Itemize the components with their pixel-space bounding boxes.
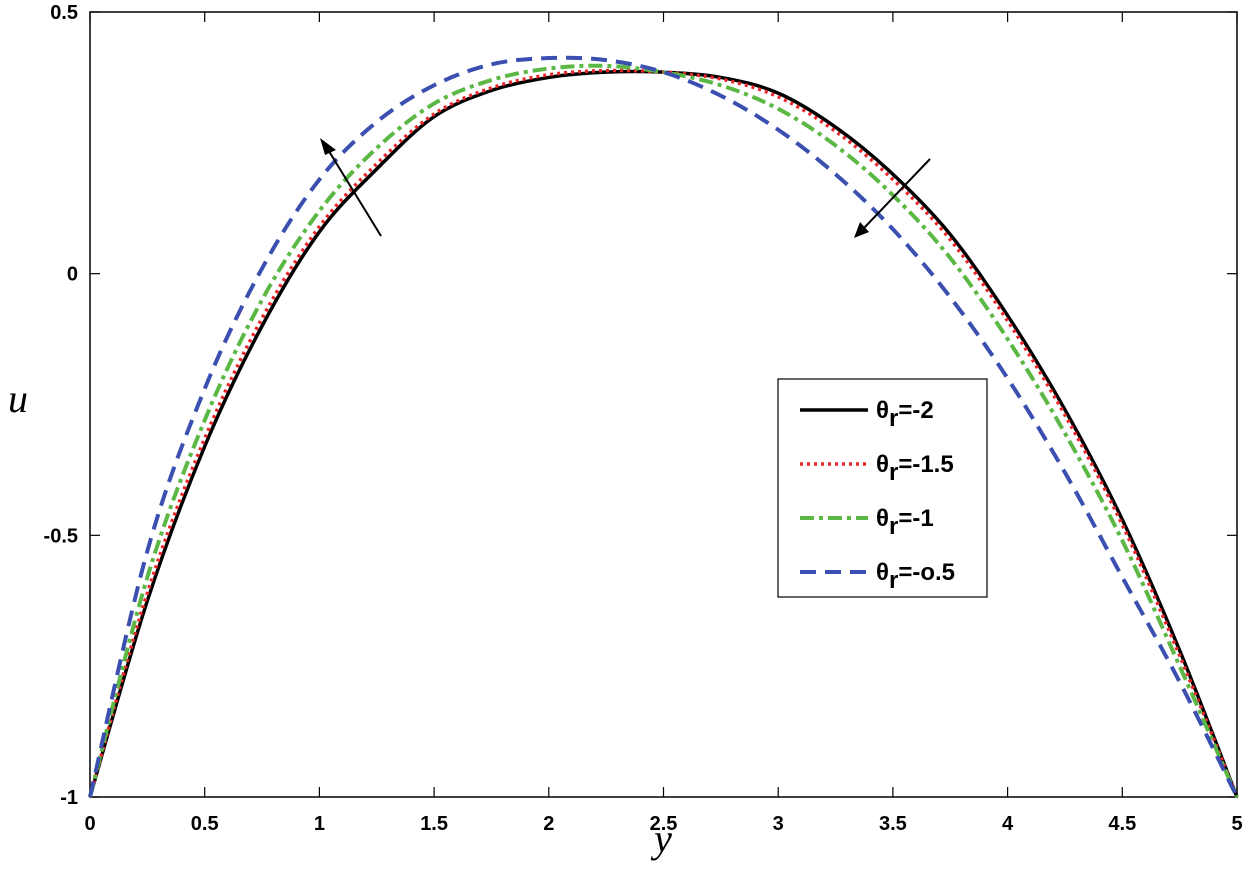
annotation-arrows bbox=[320, 138, 931, 238]
y-tick-label: -0.5 bbox=[44, 525, 78, 547]
y-tick-label: -1 bbox=[60, 787, 78, 809]
decrease-arrow bbox=[863, 158, 931, 229]
y-tick-label: 0 bbox=[67, 264, 78, 286]
increase-arrow-head bbox=[320, 138, 336, 155]
x-tick-label: 2 bbox=[543, 813, 554, 835]
x-tick-label: 3 bbox=[773, 813, 784, 835]
series-layer bbox=[88, 55, 1239, 798]
legend-label-1: θr=-2 bbox=[876, 397, 934, 432]
ticks-layer: 0 0.5 1 1.5 2 2.5 3 3.5 4 4.5 5 -1 -0.5 0 0.5 bbox=[44, 2, 1243, 835]
y-axis-label: u bbox=[8, 376, 28, 421]
x-tick-label: 1.5 bbox=[420, 813, 448, 835]
series-line-3 bbox=[88, 63, 1239, 798]
increase-arrow bbox=[326, 147, 382, 237]
plot-area-frame bbox=[89, 11, 1238, 798]
x-tick-label: 1 bbox=[314, 813, 325, 835]
x-tick-label: 4 bbox=[1002, 813, 1014, 835]
legend: θr=-2 θr=-1.5 θr=-1 θr=-o.5 bbox=[777, 378, 988, 598]
x-tick-label: 0.5 bbox=[191, 813, 219, 835]
legend-box bbox=[777, 378, 988, 598]
x-tick-label: 3.5 bbox=[879, 813, 907, 835]
legend-label-4: θr=-o.5 bbox=[876, 559, 955, 594]
x-tick-label: 4.5 bbox=[1108, 813, 1136, 835]
series-line-4 bbox=[88, 55, 1239, 798]
x-tick-label: 5 bbox=[1231, 813, 1242, 835]
legend-label-2: θr=-1.5 bbox=[876, 451, 954, 486]
legend-label-3: θr=-1 bbox=[876, 505, 934, 540]
x-tick-label: 0 bbox=[84, 813, 95, 835]
y-tick-label: 0.5 bbox=[50, 2, 78, 24]
x-axis-label: y bbox=[650, 816, 672, 861]
decrease-arrow-head bbox=[854, 222, 869, 238]
x-tick-label: 2.5 bbox=[650, 813, 678, 835]
